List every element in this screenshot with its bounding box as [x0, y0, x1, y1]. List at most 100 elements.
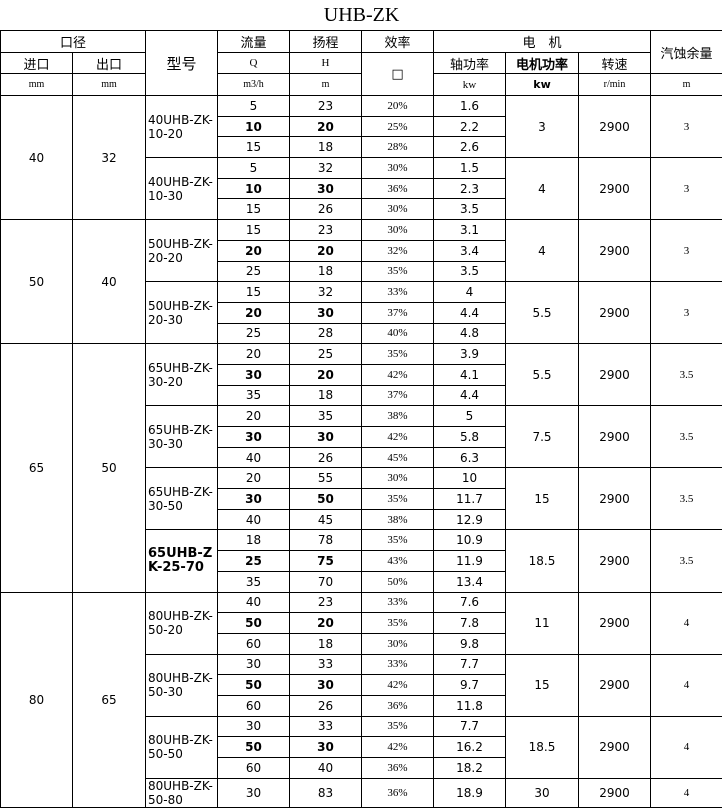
flow: 35	[218, 385, 290, 406]
model: 80UHB-ZK-50-20	[146, 592, 218, 654]
header-cell: □	[362, 53, 434, 96]
flow: 25	[218, 261, 290, 282]
shaft-power: 1.6	[434, 96, 506, 117]
efficiency: 33%	[362, 654, 434, 675]
speed: 2900	[579, 716, 651, 778]
table-header: UHB-ZK 口径 型号 流量 扬程 效率 电 机 汽蚀余量 进口 出口 Q H…	[1, 0, 722, 96]
npsh: 3	[651, 96, 722, 158]
efficiency: 37%	[362, 385, 434, 406]
efficiency: 30%	[362, 158, 434, 179]
flow: 10	[218, 178, 290, 199]
header-cell: 出口	[73, 53, 146, 74]
shaft-power: 18.2	[434, 758, 506, 779]
shaft-power: 7.6	[434, 592, 506, 613]
inlet: 40	[1, 96, 73, 220]
motor-power: 15	[506, 468, 579, 530]
speed: 2900	[579, 592, 651, 654]
head: 26	[290, 447, 362, 468]
flow: 30	[218, 654, 290, 675]
shaft-power: 1.5	[434, 158, 506, 179]
flow: 35	[218, 571, 290, 592]
flow: 60	[218, 695, 290, 716]
title-row: UHB-ZK	[1, 0, 722, 31]
npsh: 4	[651, 654, 722, 716]
efficiency: 33%	[362, 592, 434, 613]
npsh: 3	[651, 282, 722, 344]
header-cell: Q	[218, 53, 290, 74]
header-cell: 效率	[362, 31, 434, 53]
shaft-power: 9.7	[434, 675, 506, 696]
efficiency: 25%	[362, 116, 434, 137]
shaft-power: 3.1	[434, 220, 506, 241]
speed: 2900	[579, 282, 651, 344]
head: 32	[290, 282, 362, 303]
efficiency: 20%	[362, 96, 434, 117]
head: 26	[290, 199, 362, 220]
flow: 15	[218, 220, 290, 241]
efficiency: 40%	[362, 323, 434, 344]
shaft-power: 11.9	[434, 551, 506, 572]
inlet: 65	[1, 344, 73, 592]
speed: 2900	[579, 220, 651, 282]
motor-power: 4	[506, 158, 579, 220]
header-cell: H	[290, 53, 362, 74]
flow: 30	[218, 364, 290, 385]
model: 65UHB-ZK-30-50	[146, 468, 218, 530]
header-cell: 流量	[218, 31, 290, 53]
outlet: 65	[73, 592, 146, 807]
efficiency: 35%	[362, 344, 434, 365]
efficiency: 35%	[362, 716, 434, 737]
flow: 25	[218, 551, 290, 572]
shaft-power: 4.1	[434, 364, 506, 385]
efficiency: 30%	[362, 220, 434, 241]
shaft-power: 2.6	[434, 137, 506, 158]
motor-power: 15	[506, 654, 579, 716]
shaft-power: 2.3	[434, 178, 506, 199]
flow: 30	[218, 427, 290, 448]
shaft-power: 6.3	[434, 447, 506, 468]
inlet: 50	[1, 220, 73, 344]
model: 65UHB-ZK-30-30	[146, 406, 218, 468]
shaft-power: 4	[434, 282, 506, 303]
shaft-power: 7.8	[434, 613, 506, 634]
efficiency: 30%	[362, 199, 434, 220]
model: 40UHB-ZK-10-30	[146, 158, 218, 220]
flow: 20	[218, 302, 290, 323]
speed: 2900	[579, 468, 651, 530]
npsh: 3.5	[651, 468, 722, 530]
flow: 20	[218, 344, 290, 365]
outlet: 50	[73, 344, 146, 592]
flow: 40	[218, 447, 290, 468]
efficiency: 38%	[362, 406, 434, 427]
motor-power: 3	[506, 96, 579, 158]
unit-cell: m	[651, 74, 722, 96]
shaft-power: 3.9	[434, 344, 506, 365]
head: 20	[290, 240, 362, 261]
efficiency: 42%	[362, 737, 434, 758]
head: 75	[290, 551, 362, 572]
shaft-power: 3.4	[434, 240, 506, 261]
flow: 50	[218, 675, 290, 696]
efficiency: 30%	[362, 468, 434, 489]
head: 33	[290, 654, 362, 675]
head: 30	[290, 675, 362, 696]
npsh: 3.5	[651, 406, 722, 468]
unit-cell: m3/h	[218, 74, 290, 96]
npsh: 3.5	[651, 530, 722, 592]
speed: 2900	[579, 654, 651, 716]
head: 18	[290, 633, 362, 654]
npsh: 4	[651, 716, 722, 778]
head: 30	[290, 178, 362, 199]
head: 30	[290, 302, 362, 323]
shaft-power: 13.4	[434, 571, 506, 592]
head: 40	[290, 758, 362, 779]
shaft-power: 10.9	[434, 530, 506, 551]
flow: 15	[218, 199, 290, 220]
flow: 5	[218, 158, 290, 179]
model: 65UHB-ZK-30-20	[146, 344, 218, 406]
head: 20	[290, 613, 362, 634]
model: 50UHB-ZK-20-30	[146, 282, 218, 344]
